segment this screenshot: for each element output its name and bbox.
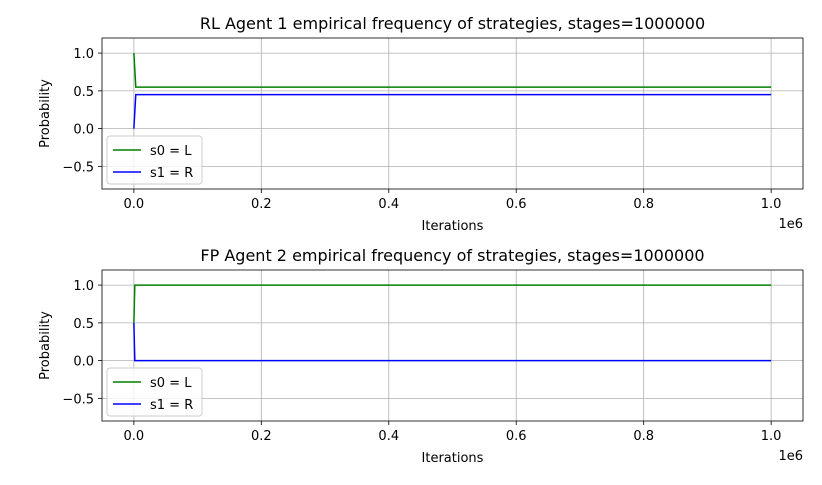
y-tick-label: 0.5 [73, 317, 94, 332]
legend: s0 = L s1 = R [106, 367, 203, 417]
legend: s0 = L s1 = R [106, 135, 203, 185]
x-tick-label: 0.6 [506, 429, 527, 444]
axes-frame [101, 269, 804, 422]
x-tick-label: 0.4 [378, 197, 399, 212]
x-tick-label: 0.4 [378, 429, 399, 444]
x-tick-label: 0.8 [633, 429, 654, 444]
subplot-2: FP Agent 2 empirical frequency of strate… [38, 246, 804, 466]
x-axis-label: Iterations [422, 219, 484, 234]
series-line-s0 [133, 284, 772, 323]
x-tick-label: 1.0 [761, 197, 782, 212]
chart-title: RL Agent 1 empirical frequency of strate… [200, 14, 705, 33]
legend-entry: s0 = L [150, 144, 192, 159]
axes-frame [101, 37, 804, 190]
y-tick-label: 0.0 [73, 123, 94, 138]
x-tick-label: 0.8 [633, 197, 654, 212]
series-line-s0 [133, 53, 772, 88]
legend-entry: s0 = L [150, 376, 192, 391]
x-axis-label: Iterations [422, 451, 484, 466]
series-line-s1 [133, 93, 772, 129]
series-line-s1 [133, 322, 772, 362]
y-tick-label: 0.5 [73, 85, 94, 100]
x-tick-label: 0.0 [124, 197, 145, 212]
x-offset-text: 1e6 [778, 449, 803, 464]
x-tick-label: 1.0 [761, 429, 782, 444]
y-tick-label: −0.5 [62, 392, 94, 407]
subplot-1: RL Agent 1 empirical frequency of strate… [38, 14, 804, 234]
x-offset-text: 1e6 [778, 217, 803, 232]
legend-entry: s1 = R [150, 398, 193, 413]
y-tick-label: 1.0 [73, 47, 94, 62]
y-axis-label: Probability [38, 79, 53, 148]
chart-title: FP Agent 2 empirical frequency of strate… [200, 246, 704, 265]
y-tick-label: −0.5 [62, 160, 94, 175]
x-tick-label: 0.2 [251, 197, 272, 212]
y-axis-label: Probability [38, 311, 53, 380]
y-tick-label: 1.0 [73, 279, 94, 294]
legend-entry: s1 = R [150, 166, 193, 181]
y-tick-label: 0.0 [73, 355, 94, 370]
x-tick-label: 0.6 [506, 197, 527, 212]
x-tick-label: 0.0 [124, 429, 145, 444]
x-tick-label: 0.2 [251, 429, 272, 444]
